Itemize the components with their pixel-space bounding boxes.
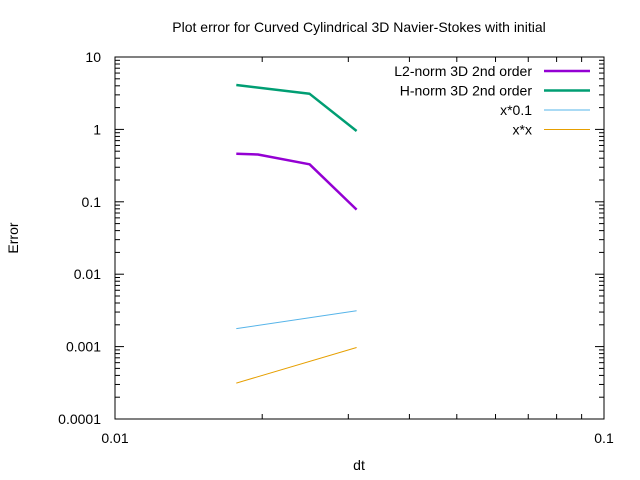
legend-label: x*x <box>513 122 532 138</box>
y-tick-label: 0.01 <box>74 266 101 282</box>
y-tick-label: 0.001 <box>66 339 101 355</box>
x-axis: 0.01 0.1 <box>101 57 614 446</box>
legend-label: L2-norm 3D 2nd order <box>394 63 532 79</box>
series-line-x-x <box>236 347 357 384</box>
plot-frame <box>114 56 605 420</box>
chart-title: Plot error for Curved Cylindrical 3D Nav… <box>172 19 545 35</box>
series-lines <box>236 83 358 384</box>
legend-label: x*0.1 <box>500 102 532 118</box>
series-line-l2-norm-3d-2nd-order <box>236 152 358 211</box>
y-tick-label: 0.1 <box>82 194 102 210</box>
legend: L2-norm 3D 2nd order H-norm 3D 2nd order x… <box>394 63 590 138</box>
y-axis: 0.0001 0.001 0.01 0.1 1 10 <box>58 49 604 427</box>
plot-border <box>114 56 605 420</box>
y-tick-label: 0.0001 <box>58 411 101 427</box>
series-line-h-norm-3d-2nd-order <box>236 83 358 132</box>
series-line-x-0-1 <box>236 310 357 330</box>
x-axis-label: dt <box>353 457 365 473</box>
y-tick-label: 10 <box>85 49 101 65</box>
x-tick-label: 0.01 <box>101 430 128 446</box>
x-tick-label: 0.1 <box>594 430 614 446</box>
y-axis-label: Error <box>5 222 21 253</box>
y-tick-label: 1 <box>93 121 101 137</box>
legend-label: H-norm 3D 2nd order <box>400 83 533 99</box>
